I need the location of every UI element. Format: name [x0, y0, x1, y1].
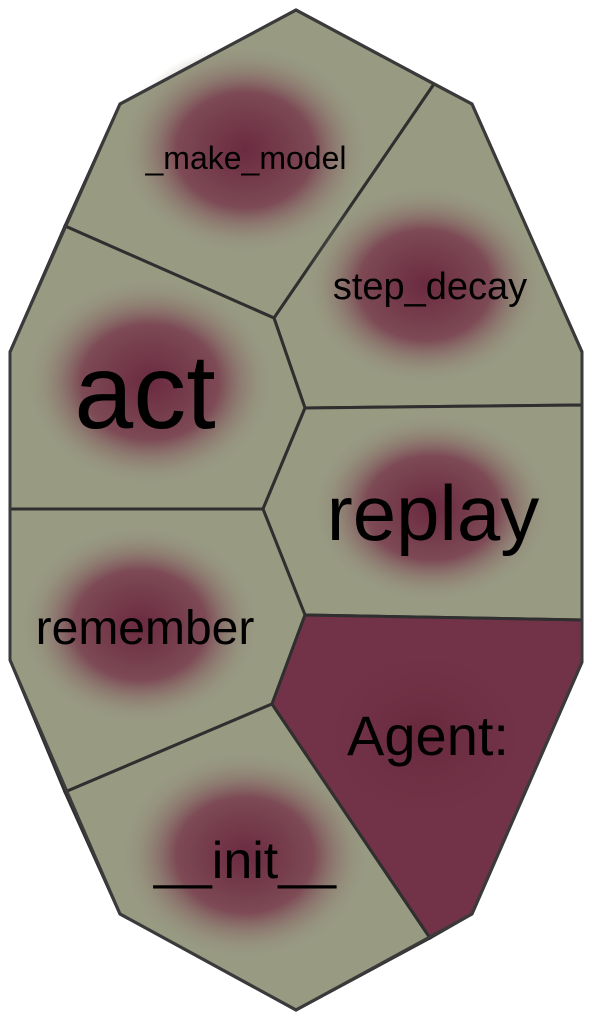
- cell-replay[interactable]: replay: [261, 403, 584, 622]
- cell-init-label: __init__: [153, 832, 337, 890]
- cell-step-decay-glow: [305, 185, 545, 385]
- cell-remember-glow: [20, 525, 260, 725]
- cell-step-decay[interactable]: step_decay: [272, 82, 584, 410]
- cell-step-decay-label: step_decay: [333, 266, 527, 308]
- cell-remember-label: remember: [36, 602, 255, 655]
- cell-make-model[interactable]: _make_model: [63, 8, 437, 320]
- cell-agent-label: Agent:: [347, 704, 509, 767]
- cell-act-label: act: [74, 333, 215, 451]
- cell-make-model-label: _make_model: [145, 140, 347, 176]
- cell-replay-glow: [312, 413, 552, 603]
- cell-replay-label: replay: [327, 469, 539, 557]
- cell-act[interactable]: act: [8, 224, 307, 511]
- cell-agent-glow: [305, 635, 545, 835]
- cell-make-model-glow: [120, 45, 370, 255]
- diagram-outline: [8, 8, 584, 1012]
- cell-init-glow: [120, 750, 370, 960]
- cell-act-glow: [25, 277, 275, 487]
